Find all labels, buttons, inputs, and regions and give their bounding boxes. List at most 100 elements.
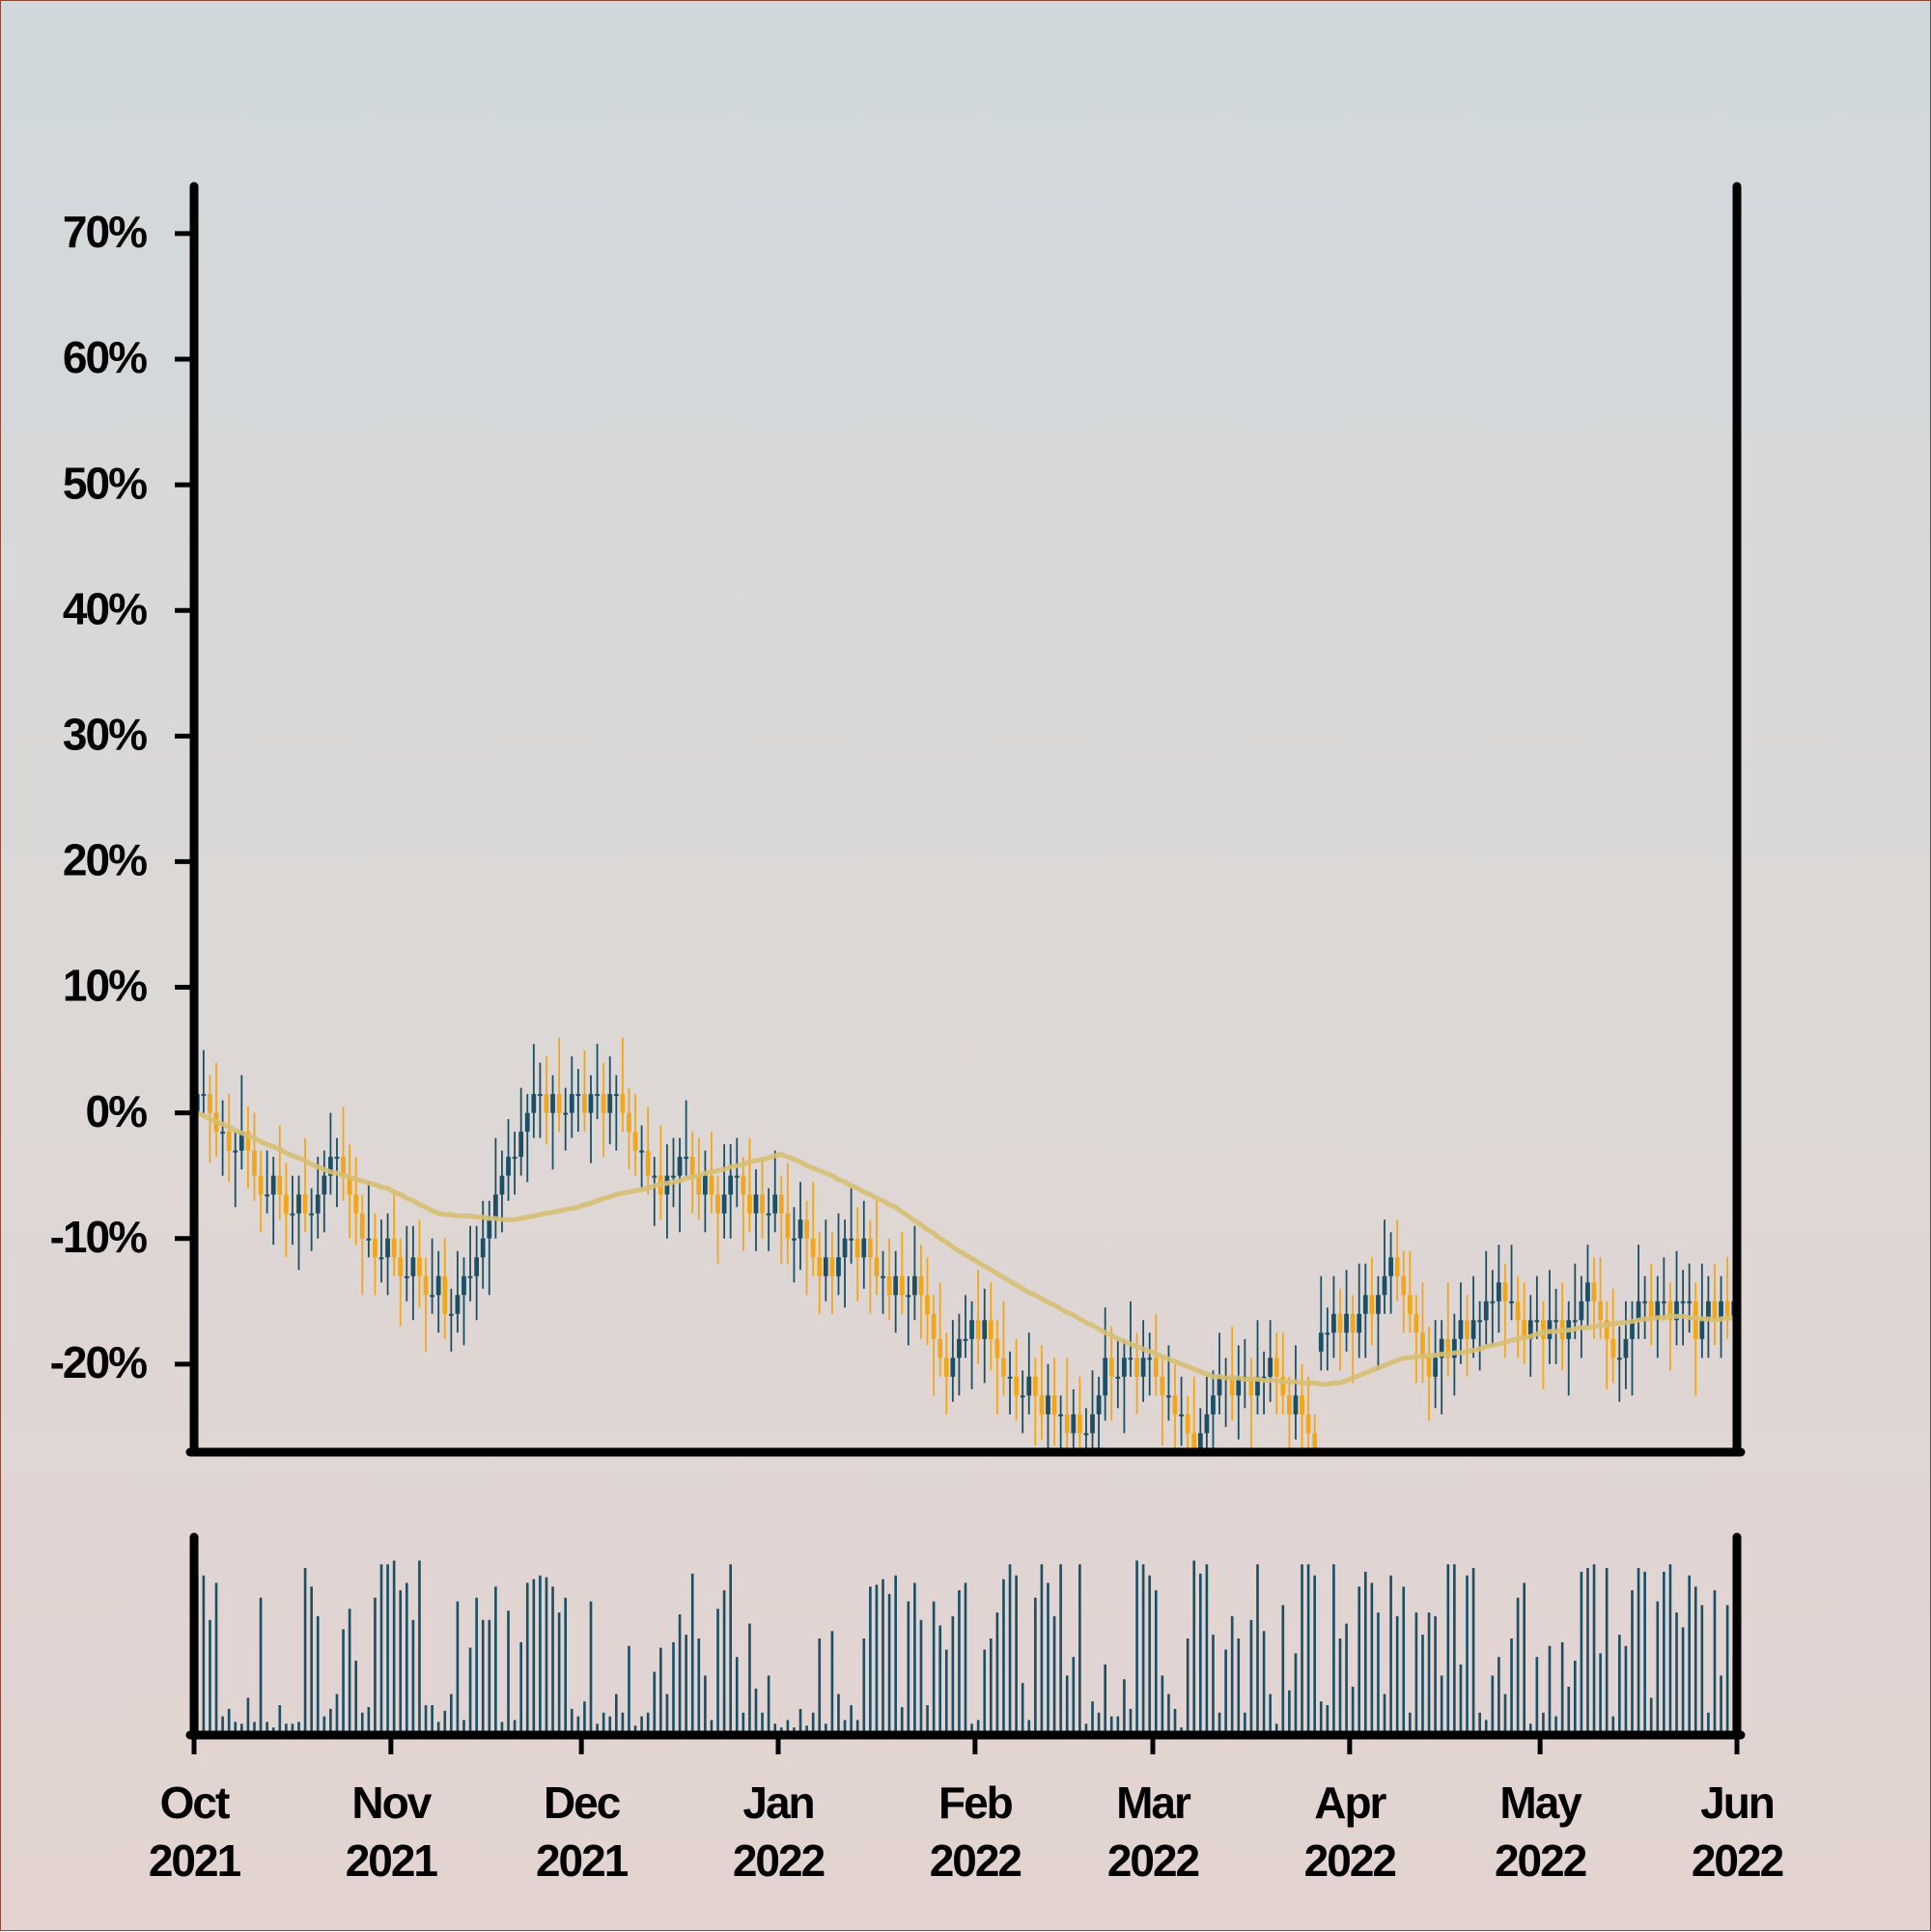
candle-body xyxy=(238,1132,244,1151)
volume-bar xyxy=(1466,1575,1469,1731)
volume-bar xyxy=(1554,1716,1557,1731)
candle-body xyxy=(1515,1301,1521,1321)
candle-body xyxy=(1280,1376,1286,1396)
candle-body xyxy=(766,1213,771,1216)
volume-bar xyxy=(1700,1605,1704,1731)
volume-bar xyxy=(240,1723,243,1731)
volume-bar xyxy=(221,1716,224,1731)
candle-body xyxy=(1687,1301,1693,1303)
volume-bar xyxy=(532,1579,536,1731)
candle-body xyxy=(1051,1395,1057,1414)
volume-bar xyxy=(1580,1571,1583,1731)
candle-body xyxy=(601,1094,606,1113)
candle-body xyxy=(645,1150,651,1176)
candle-body xyxy=(575,1094,581,1097)
volume-bar xyxy=(1402,1586,1406,1731)
volume-bar xyxy=(761,1712,764,1731)
volume-bar xyxy=(271,1727,275,1731)
volume-bar xyxy=(1237,1638,1241,1731)
volume-bar xyxy=(411,1619,415,1731)
volume-bar xyxy=(633,1725,637,1731)
candle-body xyxy=(1007,1376,1013,1379)
candle-body xyxy=(1039,1395,1045,1414)
candle-body xyxy=(810,1238,816,1258)
candle-body xyxy=(1483,1301,1489,1321)
candle-body xyxy=(220,1132,225,1134)
candle-body xyxy=(1191,1433,1197,1448)
candle-body xyxy=(588,1094,594,1113)
candle-body xyxy=(931,1313,937,1339)
volume-bar xyxy=(1414,1612,1418,1731)
candle-body xyxy=(1287,1395,1292,1414)
candle-body xyxy=(1172,1395,1178,1414)
volume-bar xyxy=(431,1705,434,1731)
volume-bar xyxy=(646,1712,650,1731)
candle-body xyxy=(925,1295,930,1314)
volume-bar xyxy=(1573,1661,1577,1731)
volume-bar xyxy=(1135,1560,1138,1731)
volume-bar xyxy=(1675,1612,1678,1731)
volume-bar xyxy=(1274,1723,1278,1731)
volume-bar xyxy=(970,1723,973,1731)
candle-body xyxy=(1623,1338,1629,1358)
volume-bar xyxy=(665,1694,669,1731)
volume-bar xyxy=(450,1694,453,1731)
volume-bar xyxy=(754,1688,758,1731)
volume-bar xyxy=(837,1694,840,1731)
candle-body xyxy=(829,1257,835,1276)
candle-body xyxy=(1261,1376,1267,1379)
volume-bar xyxy=(1427,1612,1431,1731)
x-tick-label: Oct 2021 xyxy=(148,1778,241,1886)
candle-body xyxy=(1325,1332,1330,1335)
volume-bar xyxy=(1681,1627,1685,1731)
candle-body xyxy=(881,1275,885,1278)
volume-bar xyxy=(399,1590,403,1731)
candle-body xyxy=(1179,1414,1184,1416)
candle-body xyxy=(1724,1301,1730,1321)
x-tick-label: Apr 2022 xyxy=(1303,1778,1397,1886)
volume-bar xyxy=(551,1586,554,1731)
volume-bar xyxy=(742,1712,745,1731)
candle-body xyxy=(462,1275,466,1296)
candle-body xyxy=(607,1094,613,1113)
volume-bar xyxy=(1173,1708,1177,1731)
volume-bar xyxy=(1510,1638,1513,1731)
candle-body xyxy=(1071,1414,1077,1434)
volume-bar xyxy=(869,1586,872,1731)
candle-body xyxy=(1433,1358,1439,1377)
volume-bar xyxy=(456,1601,460,1731)
candle-body xyxy=(823,1257,828,1276)
volume-bar xyxy=(1434,1615,1437,1731)
volume-bar xyxy=(855,1720,859,1731)
candle-body xyxy=(1236,1376,1242,1396)
candle-body xyxy=(861,1238,867,1258)
volume-bar xyxy=(360,1712,364,1731)
volume-bar xyxy=(640,1716,643,1731)
volume-bar xyxy=(1097,1712,1101,1731)
candle-body xyxy=(391,1238,397,1258)
volume-bar xyxy=(926,1705,929,1731)
volume-bar xyxy=(805,1725,808,1731)
candle-body xyxy=(1502,1282,1508,1302)
candle-body xyxy=(1445,1338,1451,1358)
candle-body xyxy=(1293,1395,1299,1414)
x-tick-label: Jun 2022 xyxy=(1691,1778,1784,1886)
volume-bar xyxy=(1484,1720,1488,1731)
volume-bar xyxy=(1478,1712,1481,1731)
candle-body xyxy=(1572,1320,1578,1323)
volume-bar xyxy=(1244,1712,1246,1731)
candle-body xyxy=(899,1275,905,1296)
volume-bar xyxy=(1313,1575,1317,1731)
candle-body xyxy=(893,1275,899,1296)
candle-body xyxy=(1096,1395,1102,1414)
volume-bar xyxy=(322,1716,326,1731)
x-tick-label: Jan 2022 xyxy=(732,1778,826,1886)
volume-bar xyxy=(779,1727,783,1731)
candle-body xyxy=(1255,1376,1260,1396)
candle-body xyxy=(492,1194,498,1220)
candle-body xyxy=(1413,1313,1419,1333)
volume-bar xyxy=(1281,1605,1285,1731)
volume-bar xyxy=(266,1722,268,1731)
volume-bar xyxy=(1649,1697,1653,1731)
candle-body xyxy=(322,1175,327,1195)
